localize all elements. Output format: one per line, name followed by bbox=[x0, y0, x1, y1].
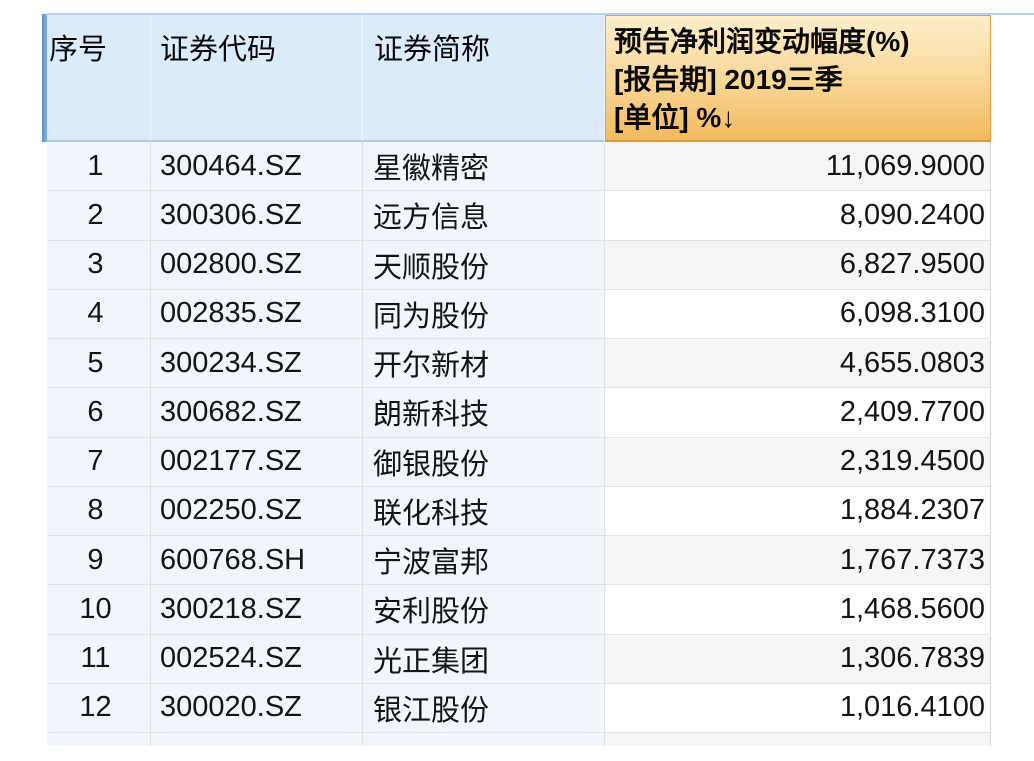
cell-name[interactable]: 宁波富邦 bbox=[363, 536, 605, 586]
cell-seq[interactable]: 3 bbox=[47, 240, 151, 290]
header-left-accent-bar bbox=[42, 14, 47, 142]
cell-name[interactable]: 同为股份 bbox=[363, 289, 605, 339]
table-body: 1 300464.SZ 星徽精密 11,069.9000 2 300306.SZ… bbox=[47, 142, 991, 746]
forecast-header-line-3-with-sort-arrow-icon: [单位] %↓ bbox=[614, 102, 736, 133]
column-header-forecast-net-profit-change[interactable]: 预告净利润变动幅度(%) [报告期] 2019三季 [单位] %↓ bbox=[605, 15, 991, 142]
cell-code[interactable]: 300218.SZ bbox=[151, 585, 363, 635]
cell-name[interactable]: 联化科技 bbox=[363, 486, 605, 536]
cell-value[interactable]: 1,016.4100 bbox=[605, 683, 991, 733]
cell-name[interactable]: 远方信息 bbox=[363, 191, 605, 241]
cell-value[interactable]: 1,468.5600 bbox=[605, 585, 991, 635]
cell-code[interactable]: 300234.SZ bbox=[151, 339, 363, 389]
column-header-seq-label: 序号 bbox=[49, 34, 108, 66]
cell-seq[interactable]: 5 bbox=[47, 339, 151, 389]
cell-code[interactable] bbox=[151, 733, 363, 746]
table-row: 12 300020.SZ 银江股份 1,016.4100 bbox=[47, 683, 991, 733]
table-header-row: 序号 证券代码 证券简称 预告净利润变动幅度(%) [报告期] 2019三季 [… bbox=[47, 15, 991, 142]
cell-name[interactable]: 天顺股份 bbox=[363, 240, 605, 290]
cell-value[interactable] bbox=[605, 733, 991, 746]
cell-name[interactable]: 朗新科技 bbox=[363, 388, 605, 438]
cell-value[interactable]: 1,884.2307 bbox=[605, 486, 991, 536]
cell-name[interactable]: 光正集团 bbox=[363, 634, 605, 684]
cell-seq[interactable] bbox=[47, 733, 151, 746]
column-header-name[interactable]: 证券简称 bbox=[363, 15, 605, 142]
cell-value[interactable]: 2,409.7700 bbox=[605, 388, 991, 438]
column-header-name-label: 证券简称 bbox=[374, 34, 491, 66]
table-row: 3 002800.SZ 天顺股份 6,827.9500 bbox=[47, 240, 991, 290]
table-row: 6 300682.SZ 朗新科技 2,409.7700 bbox=[47, 388, 991, 438]
cell-code[interactable]: 300464.SZ bbox=[151, 142, 363, 192]
column-header-code-label: 证券代码 bbox=[160, 34, 277, 66]
table-row: 10 300218.SZ 安利股份 1,468.5600 bbox=[47, 585, 991, 635]
cell-name[interactable]: 开尔新材 bbox=[363, 339, 605, 389]
cell-code[interactable]: 002177.SZ bbox=[151, 437, 363, 487]
column-header-seq[interactable]: 序号 bbox=[47, 15, 151, 142]
cell-seq[interactable]: 6 bbox=[47, 388, 151, 438]
cell-seq[interactable]: 10 bbox=[47, 585, 151, 635]
cell-name[interactable]: 星徽精密 bbox=[363, 142, 605, 192]
table-row: 4 002835.SZ 同为股份 6,098.3100 bbox=[47, 289, 991, 339]
cell-code[interactable]: 300682.SZ bbox=[151, 388, 363, 438]
cell-seq[interactable]: 9 bbox=[47, 536, 151, 586]
table-row: 5 300234.SZ 开尔新材 4,655.0803 bbox=[47, 339, 991, 389]
cell-code[interactable]: 002800.SZ bbox=[151, 240, 363, 290]
cell-code[interactable]: 600768.SH bbox=[151, 536, 363, 586]
table-row: 7 002177.SZ 御银股份 2,319.4500 bbox=[47, 437, 991, 487]
table-row: 1 300464.SZ 星徽精密 11,069.9000 bbox=[47, 142, 991, 192]
cell-value[interactable]: 8,090.2400 bbox=[605, 191, 991, 241]
stock-table: 序号 证券代码 证券简称 预告净利润变动幅度(%) [报告期] 2019三季 [… bbox=[47, 15, 991, 746]
forecast-header-line-2: [报告期] 2019三季 bbox=[614, 64, 843, 95]
table-row: 8 002250.SZ 联化科技 1,884.2307 bbox=[47, 486, 991, 536]
cell-seq[interactable]: 4 bbox=[47, 289, 151, 339]
cell-seq[interactable]: 1 bbox=[47, 142, 151, 192]
cell-name[interactable] bbox=[363, 733, 605, 746]
cell-value[interactable]: 2,319.4500 bbox=[605, 437, 991, 487]
column-header-code[interactable]: 证券代码 bbox=[151, 15, 363, 142]
cell-code[interactable]: 002524.SZ bbox=[151, 634, 363, 684]
table-row: 9 600768.SH 宁波富邦 1,767.7373 bbox=[47, 536, 991, 586]
table-row: 2 300306.SZ 远方信息 8,090.2400 bbox=[47, 191, 991, 241]
table-row: 11 002524.SZ 光正集团 1,306.7839 bbox=[47, 634, 991, 684]
cell-code[interactable]: 002835.SZ bbox=[151, 289, 363, 339]
table-row bbox=[47, 733, 991, 746]
cell-seq[interactable]: 7 bbox=[47, 437, 151, 487]
cell-value[interactable]: 1,767.7373 bbox=[605, 536, 991, 586]
cell-code[interactable]: 300306.SZ bbox=[151, 191, 363, 241]
cell-seq[interactable]: 11 bbox=[47, 634, 151, 684]
cell-name[interactable]: 银江股份 bbox=[363, 683, 605, 733]
cell-value[interactable]: 6,827.9500 bbox=[605, 240, 991, 290]
cell-code[interactable]: 300020.SZ bbox=[151, 683, 363, 733]
cell-code[interactable]: 002250.SZ bbox=[151, 486, 363, 536]
table-top-border bbox=[47, 13, 1034, 15]
cell-value[interactable]: 6,098.3100 bbox=[605, 289, 991, 339]
cell-name[interactable]: 安利股份 bbox=[363, 585, 605, 635]
cell-seq[interactable]: 8 bbox=[47, 486, 151, 536]
cell-name[interactable]: 御银股份 bbox=[363, 437, 605, 487]
cell-seq[interactable]: 12 bbox=[47, 683, 151, 733]
forecast-header-line-1: 预告净利润变动幅度(%) bbox=[614, 26, 910, 57]
cell-seq[interactable]: 2 bbox=[47, 191, 151, 241]
cell-value[interactable]: 1,306.7839 bbox=[605, 634, 991, 684]
cell-value[interactable]: 4,655.0803 bbox=[605, 339, 991, 389]
cell-value[interactable]: 11,069.9000 bbox=[605, 142, 991, 192]
